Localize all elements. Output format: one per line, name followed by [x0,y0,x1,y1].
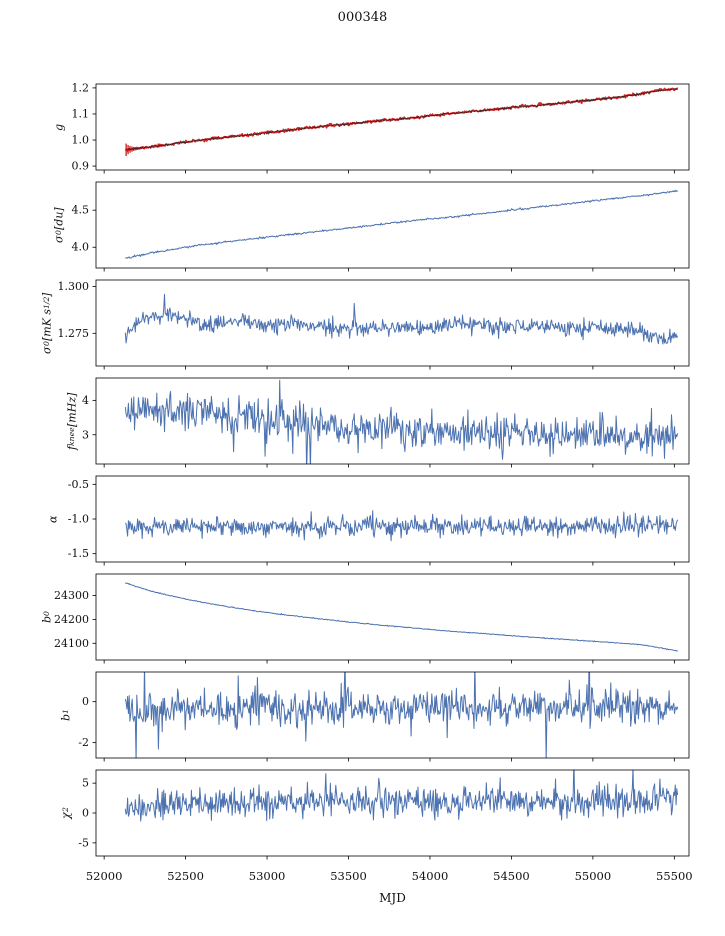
series-line-fknee [124,379,679,464]
series-line-b0 [124,582,678,652]
y-tick-label: 1.275 [58,327,90,340]
plot-b1: -2 0 [78,671,690,762]
x-tick-label: 55500 [656,869,693,883]
y-axis-label-sigma0-mk: σ 0 [mK s 1/2] [40,292,54,354]
axes-box [95,573,690,661]
axes-box [95,671,690,759]
axes-box [95,279,690,367]
plot-chi2: -5 0 5 [78,769,690,860]
y-tick-label: 1.0 [72,134,90,147]
y-tick-label: 24200 [54,613,89,626]
y-tick-label: 0 [82,807,89,820]
series-group [124,379,679,464]
y-tick-label: 5 [82,777,89,790]
axes-box [95,181,690,269]
x-tick-label: 53000 [249,869,286,883]
series-group [124,582,678,652]
y-tick-label: 24100 [54,637,89,650]
x-axis-tick-strip: 52000 52500 53000 53500 54000 54500 55000 55500 [0,867,725,889]
series-line-g [125,87,679,152]
series-line-sigma0-du [125,189,678,259]
plot-sigma0-mk: 1.275 1.300 [58,279,690,370]
series-line-alpha [124,510,679,542]
plot-sigma0-du: 4.0 4.5 [72,181,690,272]
panel-alpha: -1.5 -1.0 -0.5 α [0,475,725,569]
series-group [125,87,679,157]
series-line-chi2 [124,770,679,822]
x-tick-label: 55000 [575,869,612,883]
series-overlay-g [125,87,678,151]
y-tick-label: -0.5 [68,478,89,491]
axes-box [95,475,690,563]
series-group [124,293,679,345]
y-tick-label: 24300 [54,589,89,602]
x-tick-label: 54500 [493,869,530,883]
y-tick-label: 4.0 [72,241,90,254]
panel-sigma0-mk: 1.275 1.300 σ 0 [mK s 1/2] [0,279,725,373]
y-tick-label: -2 [78,736,89,749]
series-group [124,770,679,822]
panel-g: 0.9 1.0 1.1 1.2 g [0,83,725,177]
y-axis-label-g: g [52,123,66,131]
x-axis-label: MJD [379,891,406,905]
y-axis-label-alpha: α [46,515,60,523]
axes-box [95,377,690,465]
y-axis-label-fknee: f knee [mHz] [65,392,79,450]
y-tick-label: -1.5 [68,547,89,560]
plot-fknee: 34 [82,377,690,468]
series-group [124,672,679,758]
y-tick-label: 0.9 [72,160,90,173]
plot-g: 0.9 1.0 1.1 1.2 [72,83,690,174]
series-line-sigma0-mk [124,293,679,345]
x-tick-label: 54000 [412,869,449,883]
series-group [124,510,679,542]
x-tick-label: 52000 [86,869,123,883]
axes-box [95,83,690,171]
chart-title: 000348 [337,10,388,25]
plot-b0: 24100 24200 24300 [54,573,690,664]
y-tick-label: -5 [78,836,89,849]
y-tick-label: -1.0 [68,513,89,526]
y-tick-label: 0 [82,695,89,708]
y-tick-label: 3 [82,428,89,441]
y-tick-label: 1.300 [58,280,90,293]
series-group [125,189,678,259]
x-tick-label: 53500 [330,869,367,883]
x-axis-tick-labels: 52000 52500 53000 53500 54000 54500 55000 55500 [86,869,693,883]
y-tick-label: 1.2 [72,83,90,94]
y-tick-label: 4.5 [72,204,90,217]
x-tick-label: 52500 [167,869,204,883]
axes-box [95,769,690,857]
y-tick-label: 1.1 [72,107,90,120]
plot-alpha: -1.5 -1.0 -0.5 [68,475,690,566]
series-line-b1 [124,672,679,758]
y-tick-label: 4 [82,394,89,407]
